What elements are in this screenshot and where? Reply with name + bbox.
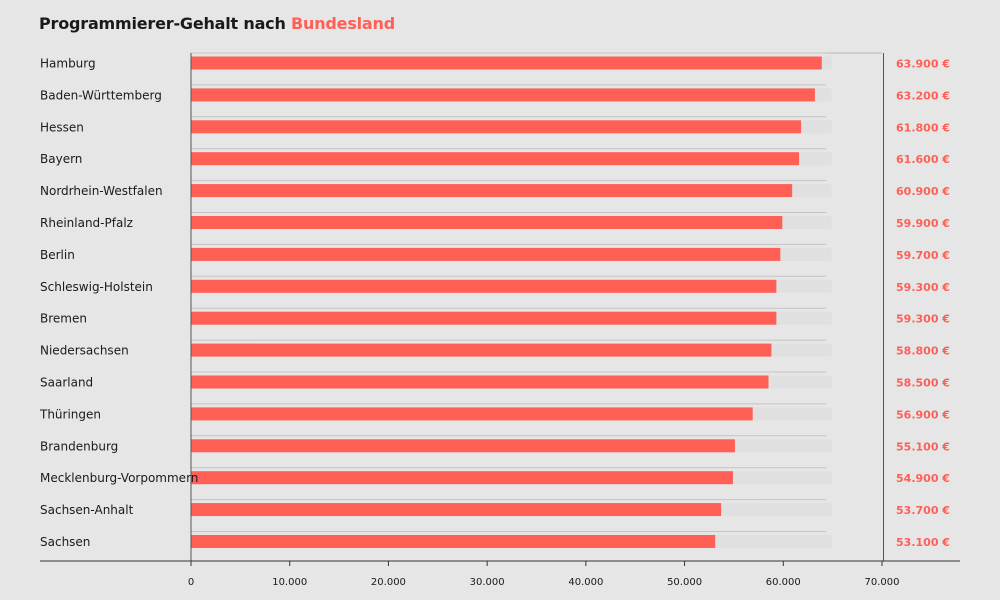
bar <box>191 343 772 357</box>
bar <box>191 279 777 293</box>
x-tick-label: 50.000 <box>667 577 702 588</box>
bar <box>191 216 783 229</box>
x-tick-label: 40.000 <box>568 577 603 588</box>
category-label: Sachsen-Anhalt <box>40 503 134 517</box>
chart-title-highlight: Bundesland <box>291 14 395 33</box>
value-label: 58.500 € <box>896 377 950 390</box>
value-label: 56.900 € <box>896 408 950 421</box>
bar <box>191 88 815 102</box>
bar <box>191 152 800 166</box>
category-label: Nordrhein-Westfalen <box>40 184 163 198</box>
x-tick-label: 60.000 <box>766 577 801 588</box>
value-label: 59.300 € <box>896 281 950 294</box>
x-tick-label: 0 <box>188 577 194 588</box>
category-label: Mecklenburg-Vorpommern <box>40 471 198 485</box>
bar <box>191 407 753 421</box>
bar <box>191 56 822 70</box>
category-label: Berlin <box>40 248 75 262</box>
value-label: 61.600 € <box>896 153 950 166</box>
value-label: 58.800 € <box>896 345 950 358</box>
bar <box>191 120 802 134</box>
value-label: 61.800 € <box>896 121 950 134</box>
value-label: 55.100 € <box>896 440 950 453</box>
category-label: Schleswig-Holstein <box>40 280 153 294</box>
category-label: Brandenburg <box>40 439 118 453</box>
bar <box>191 247 781 261</box>
x-tick-label: 10.000 <box>272 577 307 588</box>
bar <box>191 439 735 453</box>
category-label: Saarland <box>40 376 93 390</box>
category-label: Hamburg <box>40 57 96 71</box>
bar <box>191 503 722 517</box>
value-label: 59.300 € <box>896 313 950 326</box>
x-tick-label: 20.000 <box>371 577 406 588</box>
bar <box>191 375 769 389</box>
x-tick-label: 30.000 <box>470 577 505 588</box>
value-label: 54.900 € <box>896 472 950 485</box>
category-label: Niedersachsen <box>40 344 129 358</box>
category-label: Rheinland-Pfalz <box>40 216 133 230</box>
category-label: Baden-Württemberg <box>40 88 162 102</box>
bar <box>191 311 777 325</box>
value-label: 53.100 € <box>896 536 950 549</box>
value-label: 63.900 € <box>896 58 950 71</box>
chart-title-prefix: Programmierer-Gehalt nach <box>39 14 286 33</box>
category-label: Hessen <box>40 120 84 134</box>
value-label: 60.900 € <box>896 185 950 198</box>
bar <box>191 535 716 548</box>
value-label: 59.900 € <box>896 217 950 230</box>
category-label: Bayern <box>40 152 82 166</box>
value-label: 59.700 € <box>896 249 950 262</box>
category-label: Thüringen <box>39 407 101 421</box>
x-tick-label: 70.000 <box>865 577 900 588</box>
bar <box>191 471 733 485</box>
bar <box>191 184 793 198</box>
category-label: Bremen <box>40 312 87 326</box>
value-label: 53.700 € <box>896 504 950 517</box>
category-label: Sachsen <box>40 535 90 549</box>
chart-title: Programmierer-Gehalt nach Bundesland <box>39 14 395 33</box>
value-label: 63.200 € <box>896 89 950 102</box>
